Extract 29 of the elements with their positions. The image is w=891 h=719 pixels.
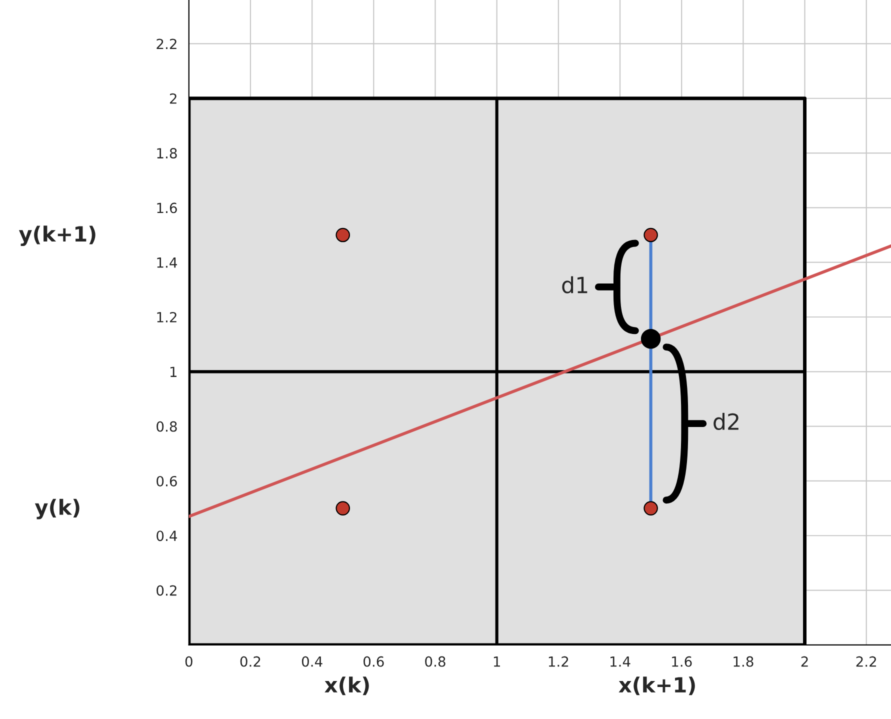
annotation: d2 xyxy=(714,412,738,430)
x-tick-label: 0.2 xyxy=(240,656,260,667)
x-tick-label: 1.6 xyxy=(672,656,692,667)
text: x(k) xyxy=(324,676,369,696)
y-tick-label: 0.4 xyxy=(156,530,177,542)
y-tick-label: 0.6 xyxy=(156,476,177,486)
text: y(k) xyxy=(34,498,80,520)
y-tick-label: 1.4 xyxy=(157,258,177,268)
x-tick-label: 2 xyxy=(801,656,808,667)
x-tick-label: 1.4 xyxy=(610,656,630,667)
x-tick-label: 0 xyxy=(185,656,192,667)
y-tick-label: 1.8 xyxy=(157,148,177,159)
x-tick-label: 1 xyxy=(494,656,500,667)
text: y(k+1) xyxy=(18,226,96,246)
y-tick-label: 1 xyxy=(170,366,176,377)
y-tick-label: 2.2 xyxy=(156,38,176,49)
text: x(k+1) xyxy=(618,676,695,696)
y-tick-label: 0.2 xyxy=(156,585,176,596)
x-tick-label: 0.6 xyxy=(364,656,384,667)
y-tick-label: 1.6 xyxy=(157,202,177,214)
y-tick-label: 1.2 xyxy=(157,312,176,322)
x-tick-label: 1.2 xyxy=(548,656,568,667)
annotation: d1 xyxy=(562,276,588,294)
x-tick-label: 2.2 xyxy=(856,656,876,667)
x-tick-label: 0.8 xyxy=(425,656,446,667)
x-tick-label: 0.4 xyxy=(302,656,322,667)
x-tick-label: 1.8 xyxy=(734,656,754,667)
y-tick-label: 0.8 xyxy=(156,421,177,432)
y-tick-label: 2 xyxy=(170,93,176,104)
